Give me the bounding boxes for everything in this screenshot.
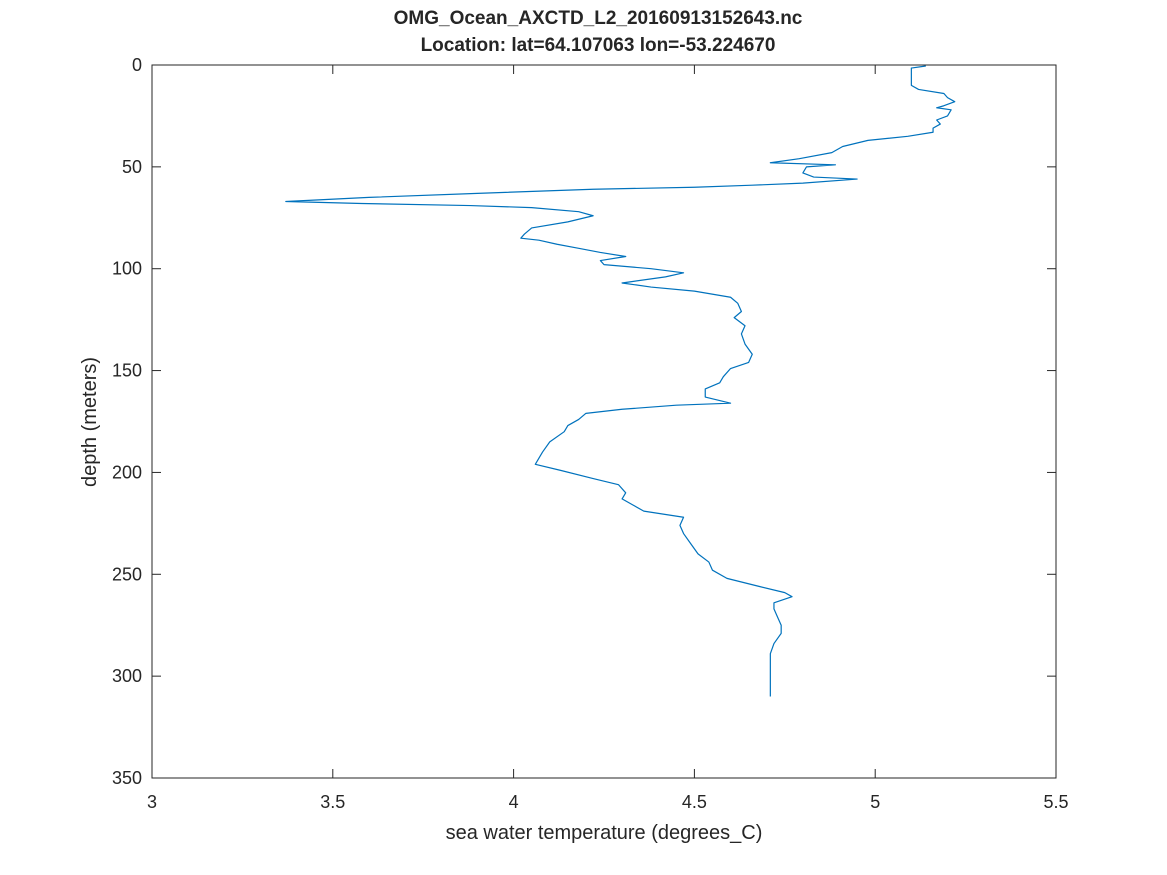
y-tick-label: 50 — [122, 157, 142, 177]
x-axis-label: sea water temperature (degrees_C) — [446, 822, 763, 844]
x-tick-label: 3.5 — [320, 792, 345, 812]
y-tick-label: 0 — [132, 55, 142, 75]
y-tick-label: 300 — [112, 666, 142, 686]
plot-area — [152, 65, 1056, 778]
x-axis-ticks: 3 3.5 4 4.5 5 5.5 — [147, 65, 1069, 812]
x-tick-label: 4.5 — [682, 792, 707, 812]
y-tick-label: 100 — [112, 259, 142, 279]
chart-subtitle: Location: lat=64.107063 lon=-53.224670 — [421, 35, 776, 56]
y-tick-label: 250 — [112, 564, 142, 584]
y-tick-label: 150 — [112, 361, 142, 381]
x-tick-label: 5.5 — [1043, 792, 1068, 812]
temperature-profile-line — [285, 65, 956, 697]
chart-title: OMG_Ocean_AXCTD_L2_20160913152643.nc — [394, 8, 803, 29]
y-axis-label: depth (meters) — [79, 357, 101, 487]
y-tick-label: 200 — [112, 462, 142, 482]
x-tick-label: 5 — [870, 792, 880, 812]
plot-frame — [151, 64, 1057, 779]
x-tick-label: 3 — [147, 792, 157, 812]
x-tick-label: 4 — [509, 792, 519, 812]
y-tick-label: 350 — [112, 768, 142, 788]
